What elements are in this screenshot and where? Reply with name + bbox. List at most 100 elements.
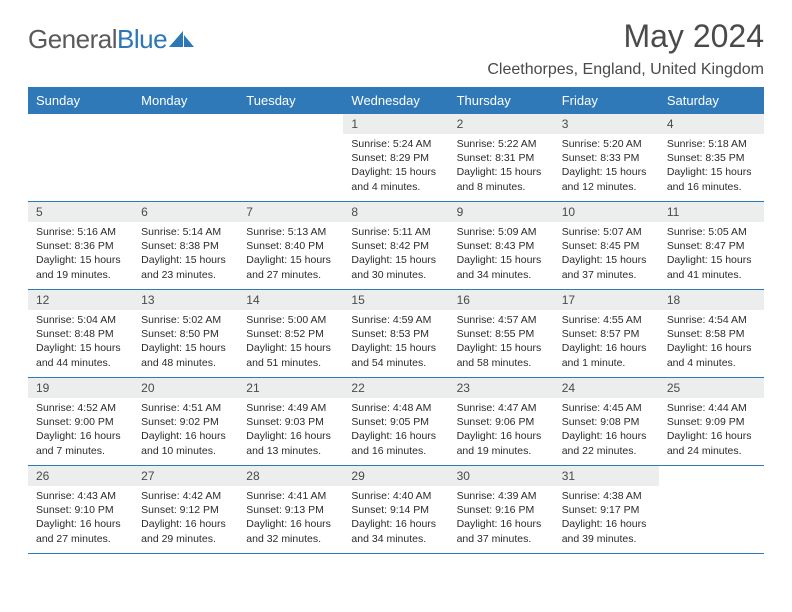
day-number: 7 — [238, 202, 343, 222]
day-details: Sunrise: 4:55 AM Sunset: 8:57 PM Dayligh… — [554, 310, 659, 374]
calendar-day-cell: 7Sunrise: 5:13 AM Sunset: 8:40 PM Daylig… — [238, 202, 343, 290]
day-details: Sunrise: 4:43 AM Sunset: 9:10 PM Dayligh… — [28, 486, 133, 550]
day-details: Sunrise: 4:48 AM Sunset: 9:05 PM Dayligh… — [343, 398, 448, 462]
calendar-day-cell: 31Sunrise: 4:38 AM Sunset: 9:17 PM Dayli… — [554, 466, 659, 554]
day-header: Thursday — [449, 88, 554, 114]
day-number: 25 — [659, 378, 764, 398]
calendar-day-cell: 25Sunrise: 4:44 AM Sunset: 9:09 PM Dayli… — [659, 378, 764, 466]
day-details: Sunrise: 5:24 AM Sunset: 8:29 PM Dayligh… — [343, 134, 448, 198]
day-number: 23 — [449, 378, 554, 398]
calendar-day-cell: 26Sunrise: 4:43 AM Sunset: 9:10 PM Dayli… — [28, 466, 133, 554]
day-details: Sunrise: 5:00 AM Sunset: 8:52 PM Dayligh… — [238, 310, 343, 374]
day-details: Sunrise: 5:02 AM Sunset: 8:50 PM Dayligh… — [133, 310, 238, 374]
calendar-day-cell: 27Sunrise: 4:42 AM Sunset: 9:12 PM Dayli… — [133, 466, 238, 554]
calendar-table: SundayMondayTuesdayWednesdayThursdayFrid… — [28, 87, 764, 554]
day-number: 30 — [449, 466, 554, 486]
day-number: 8 — [343, 202, 448, 222]
calendar-empty-cell — [28, 114, 133, 202]
calendar-day-cell: 16Sunrise: 4:57 AM Sunset: 8:55 PM Dayli… — [449, 290, 554, 378]
day-number: 2 — [449, 114, 554, 134]
calendar-day-cell: 24Sunrise: 4:45 AM Sunset: 9:08 PM Dayli… — [554, 378, 659, 466]
calendar-day-cell: 18Sunrise: 4:54 AM Sunset: 8:58 PM Dayli… — [659, 290, 764, 378]
day-header: Friday — [554, 88, 659, 114]
calendar-day-cell: 12Sunrise: 5:04 AM Sunset: 8:48 PM Dayli… — [28, 290, 133, 378]
calendar-day-cell: 2Sunrise: 5:22 AM Sunset: 8:31 PM Daylig… — [449, 114, 554, 202]
calendar-day-cell: 17Sunrise: 4:55 AM Sunset: 8:57 PM Dayli… — [554, 290, 659, 378]
day-details: Sunrise: 5:11 AM Sunset: 8:42 PM Dayligh… — [343, 222, 448, 286]
day-number: 27 — [133, 466, 238, 486]
day-number: 1 — [343, 114, 448, 134]
day-header: Saturday — [659, 88, 764, 114]
day-number: 31 — [554, 466, 659, 486]
day-details: Sunrise: 5:04 AM Sunset: 8:48 PM Dayligh… — [28, 310, 133, 374]
day-details: Sunrise: 5:14 AM Sunset: 8:38 PM Dayligh… — [133, 222, 238, 286]
day-number: 3 — [554, 114, 659, 134]
day-number: 22 — [343, 378, 448, 398]
day-number: 10 — [554, 202, 659, 222]
day-details: Sunrise: 4:42 AM Sunset: 9:12 PM Dayligh… — [133, 486, 238, 550]
day-details: Sunrise: 5:22 AM Sunset: 8:31 PM Dayligh… — [449, 134, 554, 198]
calendar-day-cell: 6Sunrise: 5:14 AM Sunset: 8:38 PM Daylig… — [133, 202, 238, 290]
day-details: Sunrise: 4:54 AM Sunset: 8:58 PM Dayligh… — [659, 310, 764, 374]
calendar-day-cell: 19Sunrise: 4:52 AM Sunset: 9:00 PM Dayli… — [28, 378, 133, 466]
day-number: 5 — [28, 202, 133, 222]
logo-sail-icon — [169, 31, 195, 49]
day-number: 28 — [238, 466, 343, 486]
calendar-day-cell: 20Sunrise: 4:51 AM Sunset: 9:02 PM Dayli… — [133, 378, 238, 466]
calendar-day-cell: 8Sunrise: 5:11 AM Sunset: 8:42 PM Daylig… — [343, 202, 448, 290]
calendar-day-cell: 3Sunrise: 5:20 AM Sunset: 8:33 PM Daylig… — [554, 114, 659, 202]
day-number: 19 — [28, 378, 133, 398]
calendar-empty-cell — [659, 466, 764, 554]
day-details: Sunrise: 5:07 AM Sunset: 8:45 PM Dayligh… — [554, 222, 659, 286]
title-block: May 2024 Cleethorpes, England, United Ki… — [487, 18, 764, 79]
day-number: 15 — [343, 290, 448, 310]
calendar-empty-cell — [238, 114, 343, 202]
day-details: Sunrise: 4:38 AM Sunset: 9:17 PM Dayligh… — [554, 486, 659, 550]
day-number: 16 — [449, 290, 554, 310]
calendar-empty-cell — [133, 114, 238, 202]
day-details: Sunrise: 4:57 AM Sunset: 8:55 PM Dayligh… — [449, 310, 554, 374]
calendar-day-cell: 28Sunrise: 4:41 AM Sunset: 9:13 PM Dayli… — [238, 466, 343, 554]
calendar-day-cell: 13Sunrise: 5:02 AM Sunset: 8:50 PM Dayli… — [133, 290, 238, 378]
calendar-week-row: 19Sunrise: 4:52 AM Sunset: 9:00 PM Dayli… — [28, 378, 764, 466]
day-details: Sunrise: 5:05 AM Sunset: 8:47 PM Dayligh… — [659, 222, 764, 286]
calendar-day-cell: 14Sunrise: 5:00 AM Sunset: 8:52 PM Dayli… — [238, 290, 343, 378]
day-number: 20 — [133, 378, 238, 398]
day-number: 24 — [554, 378, 659, 398]
day-details: Sunrise: 5:09 AM Sunset: 8:43 PM Dayligh… — [449, 222, 554, 286]
calendar-day-cell: 4Sunrise: 5:18 AM Sunset: 8:35 PM Daylig… — [659, 114, 764, 202]
day-details: Sunrise: 4:49 AM Sunset: 9:03 PM Dayligh… — [238, 398, 343, 462]
logo: GeneralBlue — [28, 18, 195, 55]
day-header: Monday — [133, 88, 238, 114]
day-header: Wednesday — [343, 88, 448, 114]
day-details: Sunrise: 4:39 AM Sunset: 9:16 PM Dayligh… — [449, 486, 554, 550]
calendar-day-cell: 10Sunrise: 5:07 AM Sunset: 8:45 PM Dayli… — [554, 202, 659, 290]
day-details: Sunrise: 4:40 AM Sunset: 9:14 PM Dayligh… — [343, 486, 448, 550]
day-details: Sunrise: 4:44 AM Sunset: 9:09 PM Dayligh… — [659, 398, 764, 462]
day-number: 29 — [343, 466, 448, 486]
day-details: Sunrise: 5:18 AM Sunset: 8:35 PM Dayligh… — [659, 134, 764, 198]
day-number: 14 — [238, 290, 343, 310]
header: GeneralBlue May 2024 Cleethorpes, Englan… — [28, 18, 764, 79]
day-details: Sunrise: 4:47 AM Sunset: 9:06 PM Dayligh… — [449, 398, 554, 462]
day-number: 26 — [28, 466, 133, 486]
calendar-day-cell: 9Sunrise: 5:09 AM Sunset: 8:43 PM Daylig… — [449, 202, 554, 290]
calendar-week-row: 1Sunrise: 5:24 AM Sunset: 8:29 PM Daylig… — [28, 114, 764, 202]
day-number: 4 — [659, 114, 764, 134]
calendar-day-cell: 15Sunrise: 4:59 AM Sunset: 8:53 PM Dayli… — [343, 290, 448, 378]
day-details: Sunrise: 5:16 AM Sunset: 8:36 PM Dayligh… — [28, 222, 133, 286]
day-details: Sunrise: 5:20 AM Sunset: 8:33 PM Dayligh… — [554, 134, 659, 198]
logo-text-general: General — [28, 24, 117, 55]
day-details: Sunrise: 4:59 AM Sunset: 8:53 PM Dayligh… — [343, 310, 448, 374]
day-number: 21 — [238, 378, 343, 398]
day-header: Tuesday — [238, 88, 343, 114]
day-number: 6 — [133, 202, 238, 222]
location: Cleethorpes, England, United Kingdom — [487, 61, 764, 79]
day-number: 17 — [554, 290, 659, 310]
day-number: 18 — [659, 290, 764, 310]
day-details: Sunrise: 4:45 AM Sunset: 9:08 PM Dayligh… — [554, 398, 659, 462]
calendar-week-row: 5Sunrise: 5:16 AM Sunset: 8:36 PM Daylig… — [28, 202, 764, 290]
day-number: 9 — [449, 202, 554, 222]
calendar-day-cell: 1Sunrise: 5:24 AM Sunset: 8:29 PM Daylig… — [343, 114, 448, 202]
logo-text-blue: Blue — [117, 24, 167, 55]
